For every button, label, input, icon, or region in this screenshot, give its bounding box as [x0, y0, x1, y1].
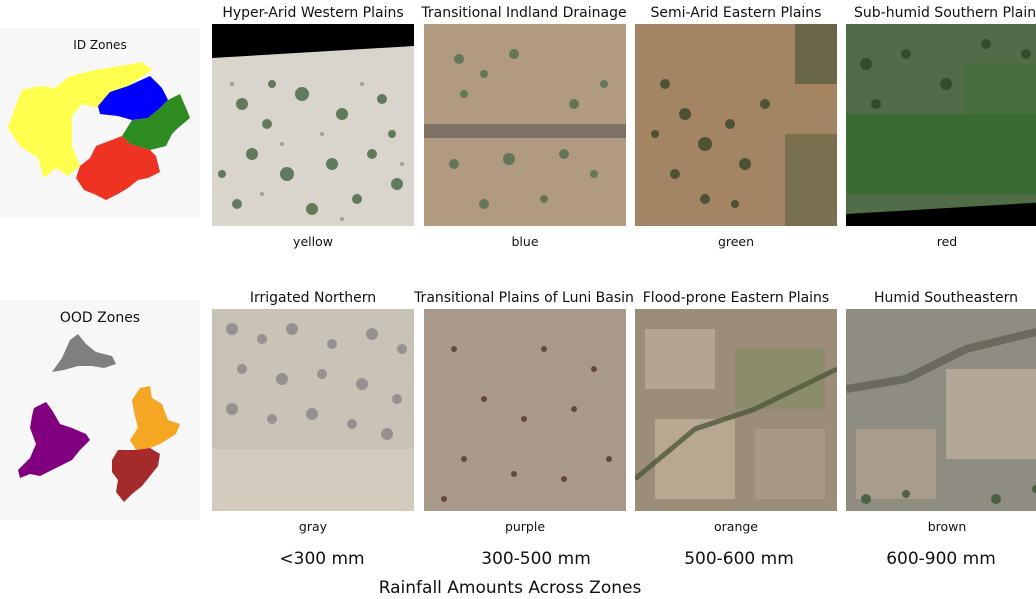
satellite-tile-semi-arid [635, 24, 837, 226]
zone-title-transitional-drainage: Transitional Indland Drainage [421, 5, 627, 21]
satellite-tile-hyper-arid [212, 24, 414, 226]
ood-zones-title: OOD Zones [59, 310, 141, 326]
rainfall-label-600-900: 600-900 mm [886, 549, 996, 569]
ood-zone-brown-region [112, 448, 160, 502]
caption-yellow: yellow [293, 234, 333, 249]
rainfall-label-lt300: <300 mm [279, 549, 365, 569]
ood-zone-orange-region [130, 386, 180, 450]
id-zone-red-region [76, 136, 160, 200]
satellite-tile-luni-basin [424, 309, 626, 511]
satellite-tile-humid-southeastern [846, 309, 1036, 511]
rainfall-label-500-600: 500-600 mm [684, 549, 794, 569]
id-zone-yellow-region [8, 62, 152, 178]
caption-green: green [717, 234, 755, 249]
zone-title-flood-prone: Flood-prone Eastern Plains [642, 290, 830, 306]
id-zones-title: ID Zones [73, 38, 127, 52]
caption-red: red [936, 234, 958, 249]
caption-purple: purple [504, 519, 546, 534]
id-zone-green-region [122, 94, 190, 150]
ood-zone-purple-region [18, 402, 90, 478]
caption-gray: gray [298, 519, 328, 534]
id-zone-blue-region [98, 76, 168, 120]
zone-title-hyper-arid: Hyper-Arid Western Plains [222, 5, 404, 21]
satellite-tile-irrigated-northern [212, 309, 414, 511]
zone-title-semi-arid: Semi-Arid Eastern Plains [650, 5, 822, 21]
caption-orange: orange [714, 519, 758, 534]
zone-title-luni-basin: Transitional Plains of Luni Basin [414, 290, 634, 306]
footer-caption: Rainfall Amounts Across Zones [378, 578, 642, 598]
ood-zone-gray-region [52, 334, 116, 372]
zone-title-sub-humid: Sub-humid Southern Plains [854, 5, 1036, 21]
caption-brown: brown [927, 519, 967, 534]
ood-zones-map-panel: OOD Zones [0, 300, 200, 520]
satellite-tile-sub-humid [846, 24, 1036, 226]
ood-zones-map [18, 334, 180, 502]
zone-title-irrigated-northern: Irrigated Northern [249, 290, 377, 306]
satellite-tile-flood-prone [635, 309, 837, 511]
id-zones-map [8, 62, 190, 200]
rainfall-label-300-500: 300-500 mm [481, 549, 591, 569]
caption-blue: blue [511, 234, 539, 249]
satellite-tile-transitional-drainage [424, 24, 626, 226]
id-zones-map-panel: ID Zones [0, 28, 200, 218]
zone-title-humid-southeastern: Humid Southeastern [874, 290, 1018, 306]
